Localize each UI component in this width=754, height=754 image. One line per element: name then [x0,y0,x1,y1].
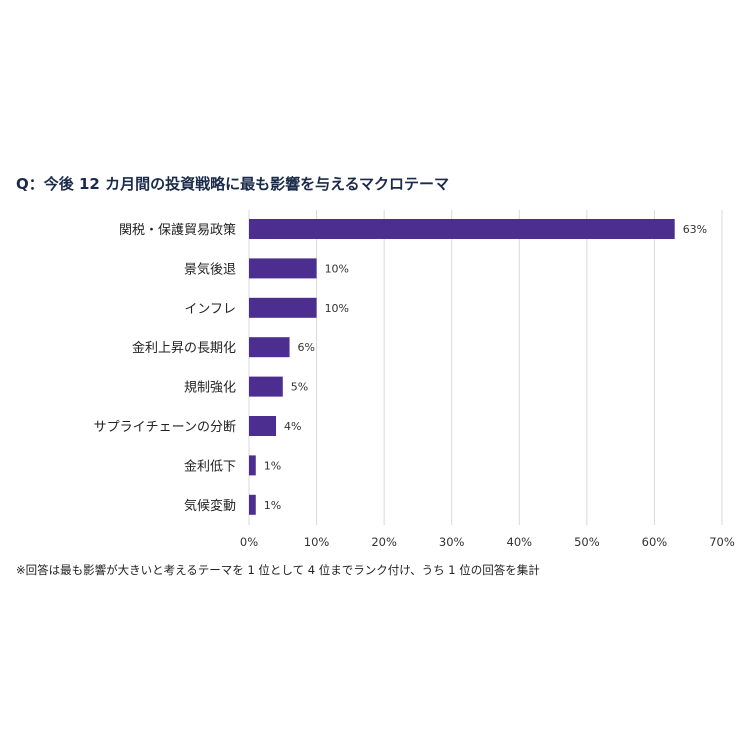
footnote: ※回答は最も影響が大きいと考えるテーマを 1 位として 4 位までランク付け、う… [16,563,540,577]
category-label: 金利上昇の長期化 [132,340,236,356]
chart-title: Q：今後 12 カ月間の投資戦略に最も影響を与えるマクロテーマ [16,175,450,193]
x-tick-label: 10% [304,535,330,549]
category-label: 金利低下 [184,458,236,474]
bar [249,376,283,397]
category-label: インフレ [184,302,236,317]
data-label: 1% [264,459,281,472]
x-tick-label: 60% [642,535,668,549]
x-tick-label: 20% [371,535,397,549]
category-label: 景気後退 [184,261,236,277]
data-label: 10% [325,302,349,315]
bar [249,258,317,279]
data-label: 1% [264,499,281,512]
category-label: サプライチェーンの分断 [94,420,236,435]
category-label: 気候変動 [184,498,236,514]
data-label: 63% [683,223,707,236]
category-label: 規制強化 [184,381,236,396]
bar [249,416,277,436]
bar [249,455,256,476]
data-label: 6% [298,341,315,354]
data-label: 10% [325,262,349,275]
x-tick-label: 30% [439,535,465,549]
x-tick-label: 70% [709,535,735,549]
data-label: 5% [291,381,308,394]
x-tick-label: 0% [240,535,258,549]
bar [249,297,317,318]
bar [249,219,675,239]
x-tick-label: 40% [507,535,533,549]
bar [249,337,290,358]
data-label: 4% [284,420,301,433]
category-label: 関税・保護貿易政策 [119,222,236,238]
bar [249,494,256,515]
x-tick-label: 50% [574,535,600,549]
